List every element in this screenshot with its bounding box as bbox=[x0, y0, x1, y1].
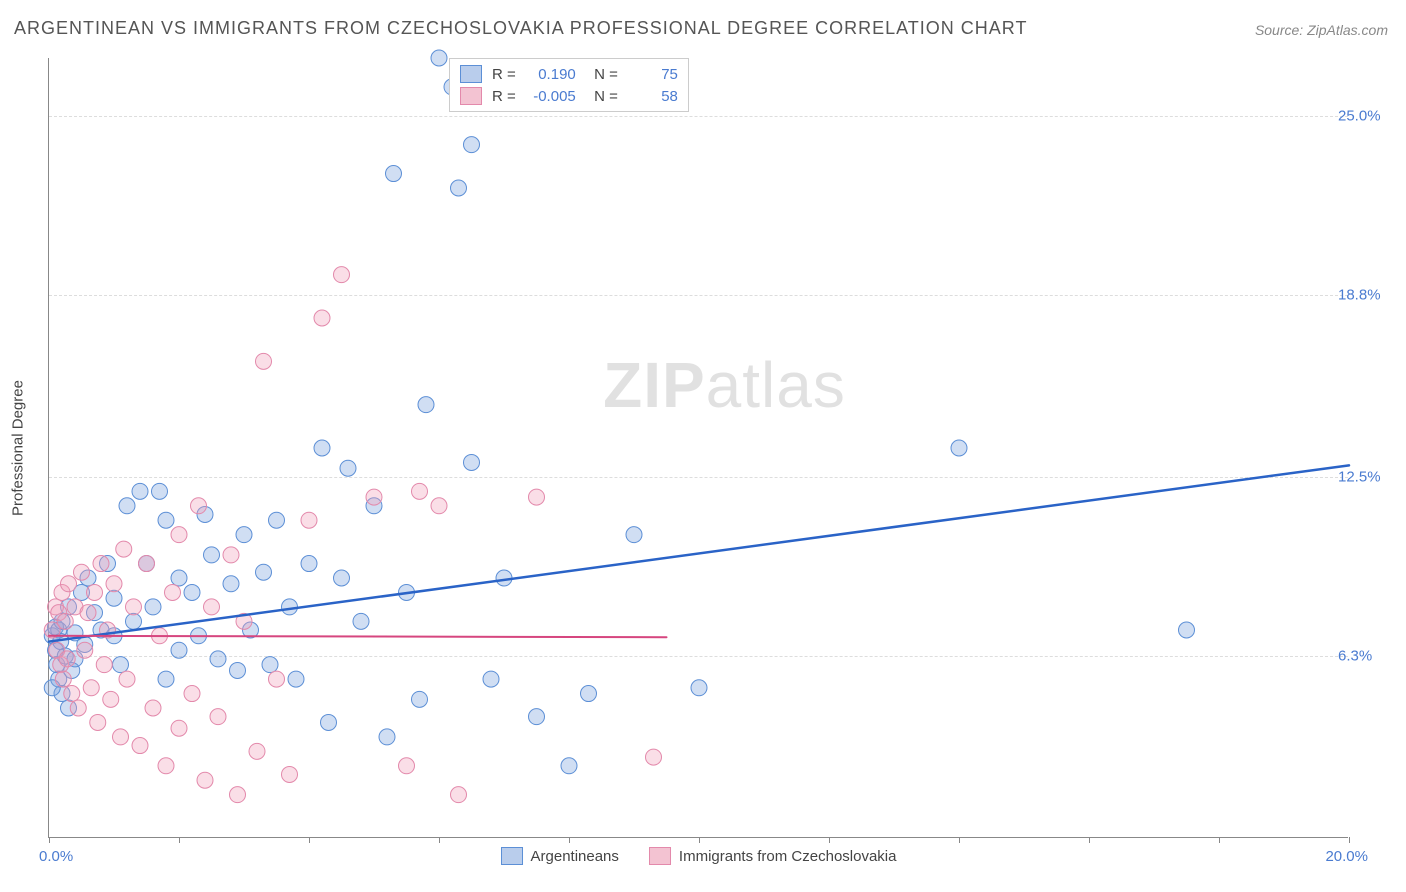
chart-title: ARGENTINEAN VS IMMIGRANTS FROM CZECHOSLO… bbox=[14, 18, 1027, 39]
x-ticks bbox=[49, 837, 1348, 843]
series-swatch-2 bbox=[649, 847, 671, 865]
x-axis-label-max: 20.0% bbox=[1325, 848, 1368, 865]
series-legend-item-1: Argentineans bbox=[501, 847, 619, 865]
legend-n-value-1: 75 bbox=[628, 66, 678, 83]
legend-n-label: N = bbox=[586, 88, 618, 105]
series-name-1: Argentineans bbox=[531, 848, 619, 865]
legend-row-2: R = -0.005 N = 58 bbox=[460, 85, 678, 107]
legend-swatch-1 bbox=[460, 65, 482, 83]
series-name-2: Immigrants from Czechoslovakia bbox=[679, 848, 897, 865]
legend-r-label: R = bbox=[492, 88, 516, 105]
series-legend: Argentineans Immigrants from Czechoslova… bbox=[501, 847, 897, 865]
legend-n-value-2: 58 bbox=[628, 88, 678, 105]
legend-r-value-2: -0.005 bbox=[526, 88, 576, 105]
plot-inner: ZIPatlas 6.3%12.5%18.8%25.0% R = 0.190 N… bbox=[48, 58, 1348, 838]
x-axis-label-min: 0.0% bbox=[39, 848, 73, 865]
correlation-legend: R = 0.190 N = 75 R = -0.005 N = 58 bbox=[449, 58, 689, 112]
chart-area: Professional Degree ZIPatlas 6.3%12.5%18… bbox=[48, 58, 1348, 838]
legend-r-label: R = bbox=[492, 66, 516, 83]
y-axis-label: Professional Degree bbox=[10, 380, 27, 516]
source-attribution: Source: ZipAtlas.com bbox=[1255, 22, 1388, 38]
legend-r-value-1: 0.190 bbox=[526, 66, 576, 83]
trend-lines bbox=[49, 58, 1348, 837]
series-swatch-1 bbox=[501, 847, 523, 865]
legend-row-1: R = 0.190 N = 75 bbox=[460, 63, 678, 85]
legend-n-label: N = bbox=[586, 66, 618, 83]
series-legend-item-2: Immigrants from Czechoslovakia bbox=[649, 847, 897, 865]
legend-swatch-2 bbox=[460, 87, 482, 105]
